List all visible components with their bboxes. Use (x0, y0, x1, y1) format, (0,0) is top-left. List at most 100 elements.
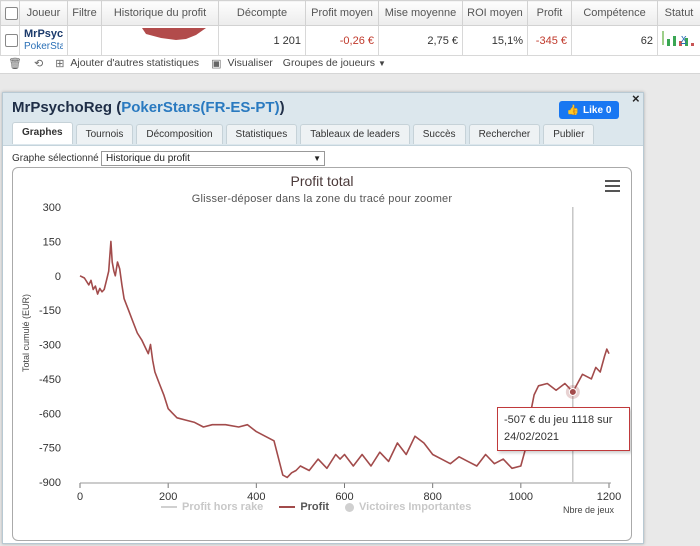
status-cell (657, 25, 700, 56)
x-tick-label: 1200 (597, 491, 621, 503)
popup-header: MrPsychoReg (PokerStars(FR-ES-PT)) × 👍 L… (3, 91, 643, 146)
tab-graphes[interactable]: Graphes (12, 122, 73, 144)
tab-tournois[interactable]: Tournois (75, 124, 134, 144)
y-tick-label: -900 (39, 477, 61, 489)
chart-subtitle: Glisser-déposer dans la zone du tracé po… (191, 193, 453, 205)
profit-chart[interactable]: Profit total Glisser-déposer dans la zon… (12, 167, 632, 541)
x-tick-label: 400 (247, 491, 265, 503)
chart-legend: Profit hors rake Profit Victoires Import… (161, 501, 471, 513)
legend-profit[interactable]: Profit (279, 501, 329, 513)
table-header-row: Joueur Filtre Historique du profit Décom… (0, 0, 700, 26)
y-tick-label: 300 (43, 202, 61, 214)
col-filtre[interactable]: Filtre (67, 0, 102, 26)
y-tick-label: 0 (55, 271, 61, 283)
y-tick-label: 150 (43, 236, 61, 248)
y-tick-label: -450 (39, 374, 61, 386)
chart-menu-icon[interactable] (605, 180, 620, 195)
chart-title: Profit total (290, 173, 354, 189)
player-groups-label: Groupes de joueurs (282, 57, 376, 69)
chevron-down-icon: ▼ (377, 59, 386, 68)
y-tick-label: -300 (39, 340, 61, 352)
legend-label: Profit hors rake (182, 501, 264, 513)
graph-select[interactable]: Historique du profit ▼ (101, 151, 325, 166)
col-statut[interactable]: Statut (657, 0, 700, 26)
tab-leaderboards[interactable]: Tableaux de leaders (300, 124, 410, 144)
legend-label: Victoires Importantes (359, 501, 472, 513)
legend-victoires[interactable]: Victoires Importantes (345, 501, 471, 513)
y-tick-label: -600 (39, 408, 61, 420)
x-tick-label: 600 (335, 491, 353, 503)
players-table: Joueur Filtre Historique du profit Décom… (0, 0, 700, 56)
profit-history-cell (101, 25, 219, 56)
tooltip-line-1: -507 € du jeu 1118 sur (504, 414, 613, 426)
col-joueur[interactable]: Joueur (19, 0, 68, 26)
decompte-value: 1 201 (218, 25, 306, 56)
graph-select-value: Historique du profit (106, 153, 190, 164)
col-decompte[interactable]: Décompte (218, 0, 306, 26)
remove-row-link[interactable]: x (681, 33, 687, 45)
player-site-link[interactable]: PokerStar (24, 41, 63, 52)
tab-decomposition[interactable]: Décomposition (136, 124, 223, 144)
status-bars-icon (662, 31, 694, 46)
popup-player-name: MrPsychoReg (12, 99, 113, 116)
col-profit-moyen[interactable]: Profit moyen (305, 0, 379, 26)
profit-value: -345 € (527, 25, 572, 56)
chart-plot-area[interactable]: 300 150 0 -150 -300 -450 -600 -750 -900 0 200 400 60… (13, 168, 631, 540)
row-select-cell[interactable] (0, 25, 20, 56)
x-tick-label: 1000 (509, 491, 533, 503)
chart-tooltip: -507 € du jeu 1118 sur 24/02/2021 (497, 407, 630, 451)
select-all-checkbox[interactable] (5, 6, 18, 20)
y-tick-label: -150 (39, 305, 61, 317)
legend-dot-icon (345, 502, 355, 512)
popup-player-site[interactable]: PokerStars(FR-ES-PT) (121, 99, 280, 116)
tab-succes[interactable]: Succès (412, 124, 466, 144)
player-popup: MrPsychoReg (PokerStars(FR-ES-PT)) × 👍 L… (2, 91, 644, 544)
popup-tabs: Graphes Tournois Décomposition Statistiq… (12, 122, 595, 144)
legend-profit-hors-rake[interactable]: Profit hors rake (161, 501, 263, 513)
tooltip-line-2: 24/02/2021 (504, 431, 560, 443)
close-icon[interactable]: × (632, 91, 640, 106)
tab-rechercher[interactable]: Rechercher (468, 124, 541, 144)
popup-title: MrPsychoReg (PokerStars(FR-ES-PT)) (12, 99, 285, 116)
add-stats-icon: ⊞ (55, 57, 65, 70)
visualize-icon: ▣ (211, 57, 222, 70)
x-axis-label: Nbre de jeux (563, 505, 615, 515)
tab-statistiques[interactable]: Statistiques (225, 124, 298, 144)
y-tick-label: -750 (39, 443, 61, 455)
select-all-header[interactable] (0, 0, 20, 26)
competence-value: 62 (571, 25, 658, 56)
x-tick-label: 0 (77, 491, 83, 503)
col-profit[interactable]: Profit (527, 0, 572, 26)
legend-line-icon (279, 506, 296, 508)
like-label: Like 0 (583, 104, 612, 116)
graph-select-label: Graphe sélectionné : (12, 153, 105, 164)
chevron-down-icon: ▼ (313, 154, 321, 163)
x-tick-label: 200 (159, 491, 177, 503)
trash-icon[interactable]: 🗑 (8, 57, 22, 70)
table-row: MrPsycho PokerStar 1 201 -0,26 € 2,75 € … (0, 25, 700, 56)
players-panel: Joueur Filtre Historique du profit Décom… (0, 0, 700, 74)
player-name-link[interactable]: MrPsycho (24, 28, 63, 40)
x-tick-label: 800 (423, 491, 441, 503)
highlight-point (568, 387, 577, 396)
mise-moyenne-value: 2,75 € (378, 25, 463, 56)
add-stats-link[interactable]: Ajouter d'autres statistiques (70, 57, 200, 69)
tab-publier[interactable]: Publier (543, 124, 595, 144)
legend-label: Profit (300, 501, 330, 513)
table-toolbar: 🗑 ⟲ ⊞ Ajouter d'autres statistiques ▣ Vi… (8, 55, 386, 71)
profit-history-sparkline (126, 28, 206, 40)
thumbs-up-icon: 👍 (566, 104, 580, 116)
row-checkbox[interactable] (5, 34, 18, 47)
player-cell[interactable]: MrPsycho PokerStar (19, 25, 68, 56)
col-competence[interactable]: Compétence (571, 0, 658, 26)
profit-moyen-value: -0,26 € (305, 25, 379, 56)
col-roi-moyen[interactable]: ROI moyen (462, 0, 528, 26)
facebook-like-button[interactable]: 👍 Like 0 (559, 101, 619, 119)
filter-cell (67, 25, 102, 56)
visualize-link[interactable]: Visualiser (227, 57, 273, 69)
roi-moyen-value: 15,1% (462, 25, 528, 56)
refresh-icon[interactable]: ⟲ (33, 57, 44, 70)
col-historique[interactable]: Historique du profit (101, 0, 219, 26)
col-mise-moyenne[interactable]: Mise moyenne (378, 0, 463, 26)
player-groups-dropdown[interactable]: Groupes de joueurs ▼ (283, 57, 386, 69)
